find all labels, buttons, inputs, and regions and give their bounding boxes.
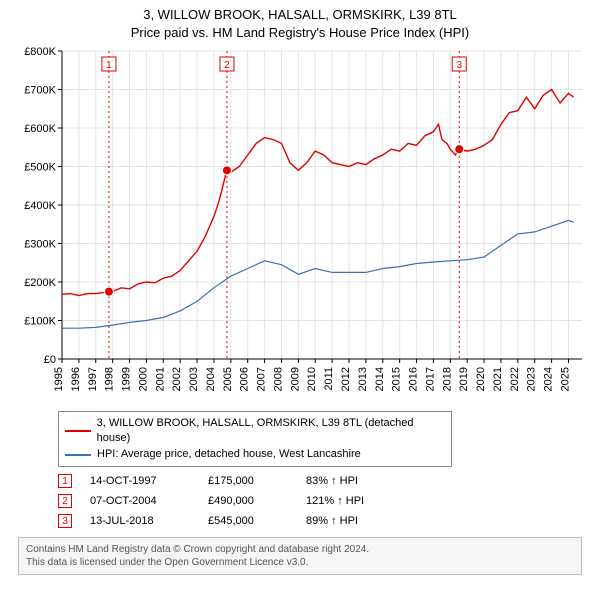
x-tick-label: 2008 — [272, 367, 284, 391]
y-tick-label: £200K — [24, 277, 56, 289]
legend: 3, WILLOW BROOK, HALSALL, ORMSKIRK, L39 … — [58, 411, 452, 467]
sale-marker-icon: 2 — [58, 494, 72, 508]
line-chart-svg: £0 £100K £200K £300K £400K £500K £600K £700K £80… — [8, 45, 592, 405]
x-tick-label: 2007 — [256, 367, 268, 391]
sale-hpi: 83% ↑ HPI — [306, 475, 406, 487]
sales-row: 2 07-OCT-2004 £490,000 121% ↑ HPI — [58, 491, 582, 511]
x-tick-label: 1997 — [87, 367, 99, 391]
x-tick-label: 1999 — [121, 367, 133, 391]
y-tick-label: £400K — [24, 200, 56, 212]
footnote: Contains HM Land Registry data © Crown c… — [18, 537, 582, 575]
sale-marker-icon: 3 — [58, 514, 72, 528]
y-tick-label: £800K — [24, 46, 56, 58]
x-tick-label: 1995 — [53, 367, 65, 391]
x-tick-label: 2015 — [391, 367, 403, 391]
sales-row: 3 13-JUL-2018 £545,000 89% ↑ HPI — [58, 511, 582, 531]
legend-swatch — [65, 430, 91, 432]
y-tick-label: £100K — [24, 316, 56, 328]
sale-hpi: 89% ↑ HPI — [306, 515, 406, 527]
sale-price: £545,000 — [208, 515, 288, 527]
sale-date: 14-OCT-1997 — [90, 475, 190, 487]
x-tick-label: 1996 — [70, 367, 82, 391]
legend-label: HPI: Average price, detached house, West… — [97, 447, 361, 462]
sale-date: 13-JUL-2018 — [90, 515, 190, 527]
x-tick-label: 2010 — [306, 367, 318, 391]
sales-row: 1 14-OCT-1997 £175,000 83% ↑ HPI — [58, 471, 582, 491]
legend-swatch — [65, 454, 91, 456]
x-tick-label: 2021 — [492, 367, 504, 391]
y-tick-label: £600K — [24, 123, 56, 135]
sale-hpi: 121% ↑ HPI — [306, 495, 406, 507]
x-tick-label: 2018 — [441, 367, 453, 391]
y-tick-label: £700K — [24, 85, 56, 97]
x-tick-label: 2006 — [239, 367, 251, 391]
sale-price: £175,000 — [208, 475, 288, 487]
x-tick-label: 2011 — [323, 367, 335, 391]
legend-label: 3, WILLOW BROOK, HALSALL, ORMSKIRK, L39 … — [97, 416, 445, 447]
x-tick-label: 2005 — [222, 367, 234, 391]
x-tick-label: 2017 — [424, 367, 436, 391]
x-tick-label: 2025 — [559, 367, 571, 391]
sale-price: £490,000 — [208, 495, 288, 507]
sale-marker-number: 1 — [106, 60, 112, 71]
x-tick-label: 2002 — [171, 367, 183, 391]
x-tick-label: 2000 — [137, 367, 149, 391]
footnote-line1: Contains HM Land Registry data © Crown c… — [26, 543, 574, 556]
x-tick-label: 2020 — [475, 367, 487, 391]
x-tick-label: 2024 — [543, 367, 555, 391]
x-tick-label: 2023 — [526, 367, 538, 391]
x-tick-label: 2016 — [408, 367, 420, 391]
chart-container: 3, WILLOW BROOK, HALSALL, ORMSKIRK, L39 … — [0, 0, 600, 583]
x-tick-label: 2019 — [458, 367, 470, 391]
x-tick-label: 2012 — [340, 367, 352, 391]
title-address: 3, WILLOW BROOK, HALSALL, ORMSKIRK, L39 … — [8, 6, 592, 24]
x-tick-label: 1998 — [104, 367, 116, 391]
x-tick-label: 2001 — [154, 367, 166, 391]
chart-title: 3, WILLOW BROOK, HALSALL, ORMSKIRK, L39 … — [8, 6, 592, 41]
x-tick-label: 2014 — [374, 367, 386, 391]
sale-point — [455, 145, 464, 154]
y-tick-label: £0 — [44, 354, 56, 366]
x-tick-label: 2013 — [357, 367, 369, 391]
x-tick-label: 2009 — [289, 367, 301, 391]
footnote-line2: This data is licensed under the Open Gov… — [26, 556, 574, 569]
sales-table: 1 14-OCT-1997 £175,000 83% ↑ HPI 2 07-OCT-200… — [58, 471, 582, 531]
chart-plot: £0 £100K £200K £300K £400K £500K £600K £700K £80… — [8, 45, 592, 405]
y-tick-label: £500K — [24, 162, 56, 174]
title-subtitle: Price paid vs. HM Land Registry's House … — [8, 24, 592, 42]
sale-point — [222, 166, 231, 175]
sale-marker-number: 3 — [456, 60, 462, 71]
legend-row: HPI: Average price, detached house, West… — [65, 447, 445, 462]
legend-row: 3, WILLOW BROOK, HALSALL, ORMSKIRK, L39 … — [65, 416, 445, 447]
sale-date: 07-OCT-2004 — [90, 495, 190, 507]
x-tick-label: 2004 — [205, 367, 217, 391]
x-tick-label: 2003 — [188, 367, 200, 391]
x-tick-label: 2022 — [509, 367, 521, 391]
y-tick-label: £300K — [24, 239, 56, 251]
sale-point — [104, 287, 113, 296]
sale-marker-number: 2 — [224, 60, 230, 71]
sale-marker-icon: 1 — [58, 474, 72, 488]
